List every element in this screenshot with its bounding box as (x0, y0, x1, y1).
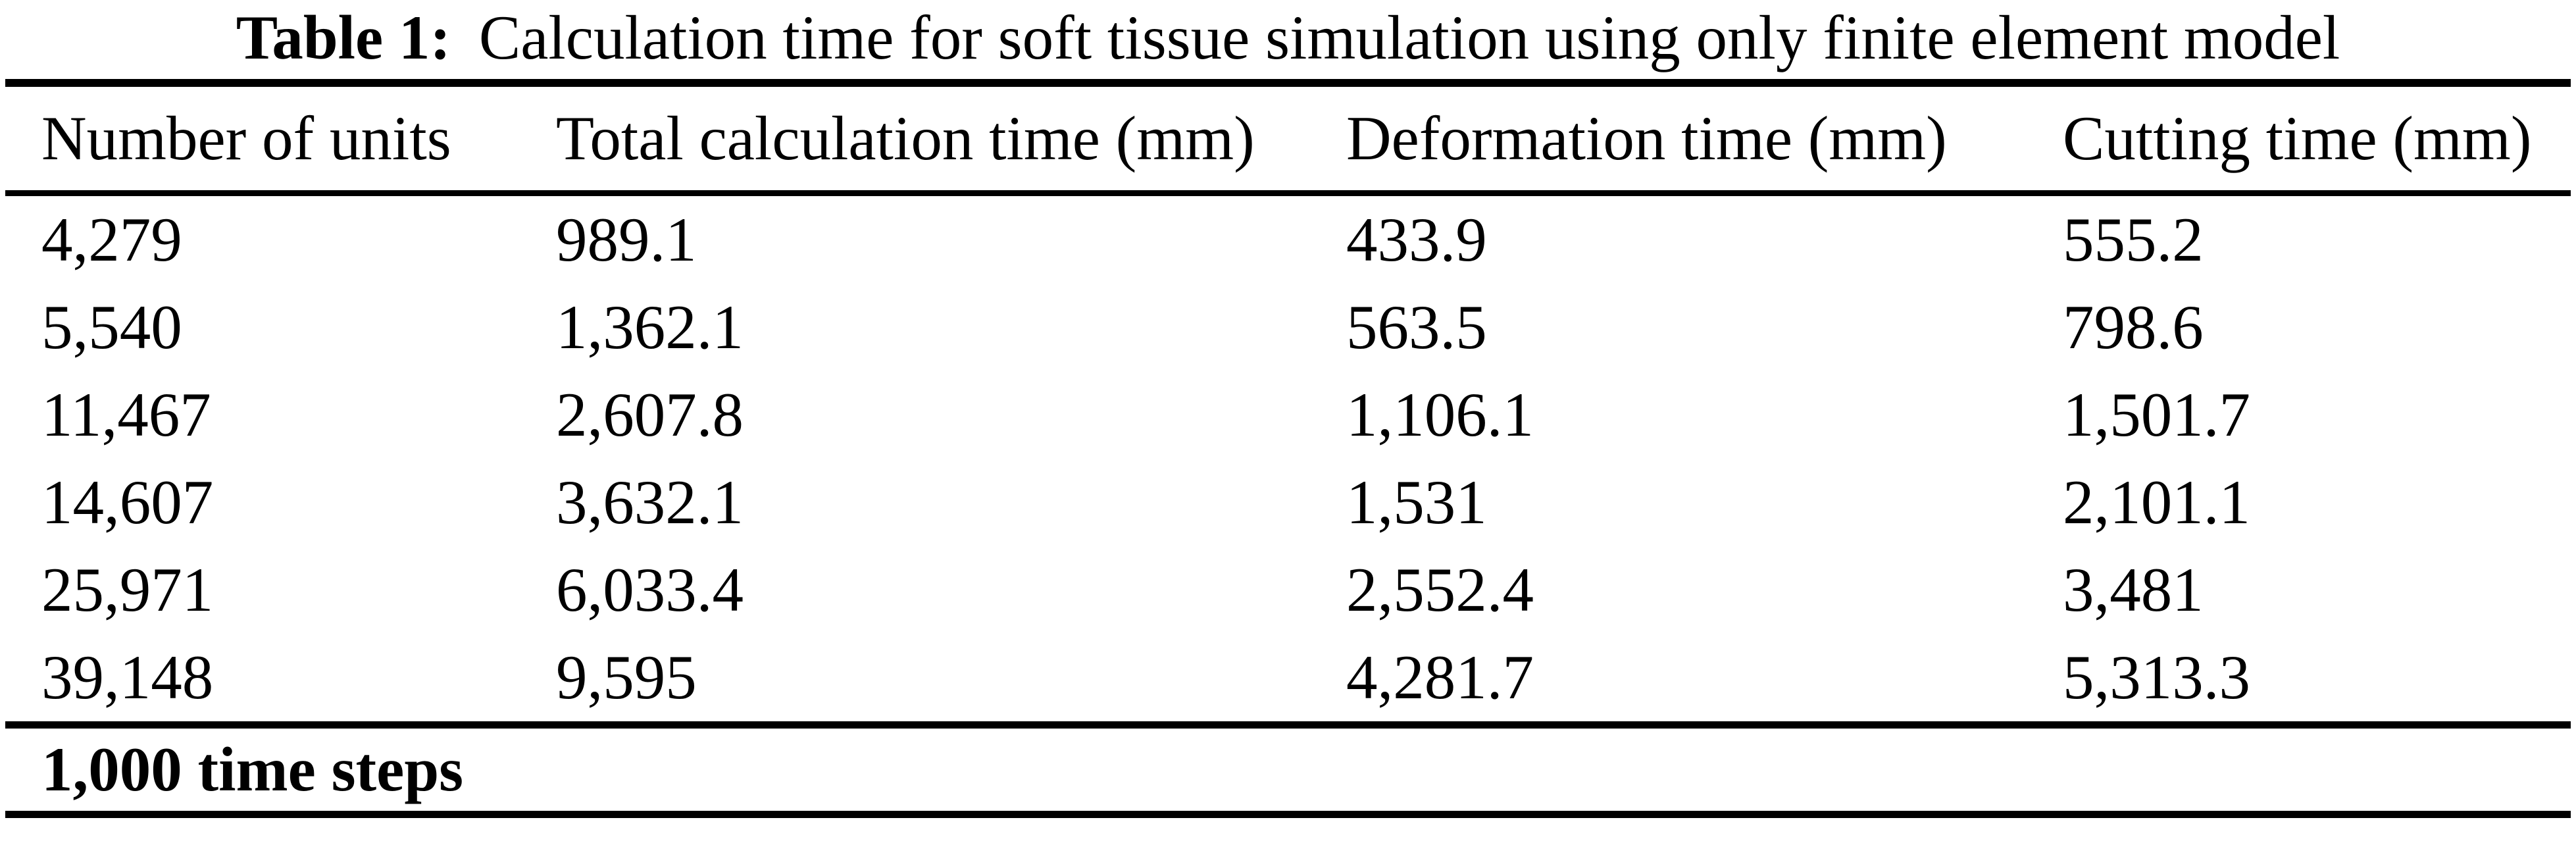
table-footer-row: 1,000 time steps (5, 721, 2571, 818)
cell-total-calculation-time: 1,362.1 (556, 292, 744, 362)
cell-deformation-time: 1,106.1 (1346, 380, 1534, 449)
cell-number-of-units: 39,148 (41, 642, 214, 712)
cell-cutting-time: 5,313.3 (2063, 642, 2250, 712)
cell-total-calculation-time: 6,033.4 (556, 555, 744, 625)
cell-total-calculation-time: 9,595 (556, 642, 697, 712)
cell-cutting-time: 555.2 (2063, 205, 2204, 274)
column-header-number-of-units: Number of units (41, 103, 451, 173)
table-row: 39,148 9,595 4,281.7 5,313.3 (5, 634, 2571, 721)
cell-total-calculation-time: 3,632.1 (556, 467, 744, 537)
cell-number-of-units: 4,279 (41, 205, 182, 274)
table-body: 4,279 989.1 433.9 555.2 5,540 1,362.1 56… (5, 196, 2571, 721)
table-row: 4,279 989.1 433.9 555.2 (5, 196, 2571, 284)
cell-deformation-time: 1,531 (1346, 467, 1487, 537)
cell-deformation-time: 2,552.4 (1346, 555, 1534, 625)
cell-total-calculation-time: 989.1 (556, 205, 697, 274)
column-header-total-calculation-time: Total calculation time (mm) (556, 103, 1255, 173)
cell-number-of-units: 11,467 (41, 380, 211, 449)
cell-cutting-time: 798.6 (2063, 292, 2204, 362)
table-row: 11,467 2,607.8 1,106.1 1,501.7 (5, 371, 2571, 459)
table-footer-note: 1,000 time steps (41, 734, 464, 804)
table-row: 14,607 3,632.1 1,531 2,101.1 (5, 459, 2571, 546)
table-caption: Table 1: Calculation time for soft tissu… (0, 0, 2576, 79)
cell-deformation-time: 433.9 (1346, 205, 1487, 274)
column-header-deformation-time: Deformation time (mm) (1346, 103, 1947, 173)
cell-deformation-time: 563.5 (1346, 292, 1487, 362)
table-caption-label: Table 1: (236, 3, 451, 72)
cell-number-of-units: 14,607 (41, 467, 214, 537)
data-table: Number of units Total calculation time (… (5, 79, 2571, 818)
cell-total-calculation-time: 2,607.8 (556, 380, 744, 449)
cell-cutting-time: 1,501.7 (2063, 380, 2250, 449)
table-row: 25,971 6,033.4 2,552.4 3,481 (5, 546, 2571, 634)
table-header-row: Number of units Total calculation time (… (5, 87, 2571, 196)
column-header-cutting-time: Cutting time (mm) (2063, 103, 2532, 173)
cell-number-of-units: 25,971 (41, 555, 214, 625)
table-row: 5,540 1,362.1 563.5 798.6 (5, 284, 2571, 371)
table-caption-text: Calculation time for soft tissue simulat… (478, 3, 2340, 72)
cell-cutting-time: 3,481 (2063, 555, 2204, 625)
cell-cutting-time: 2,101.1 (2063, 467, 2250, 537)
cell-deformation-time: 4,281.7 (1346, 642, 1534, 712)
cell-number-of-units: 5,540 (41, 292, 182, 362)
